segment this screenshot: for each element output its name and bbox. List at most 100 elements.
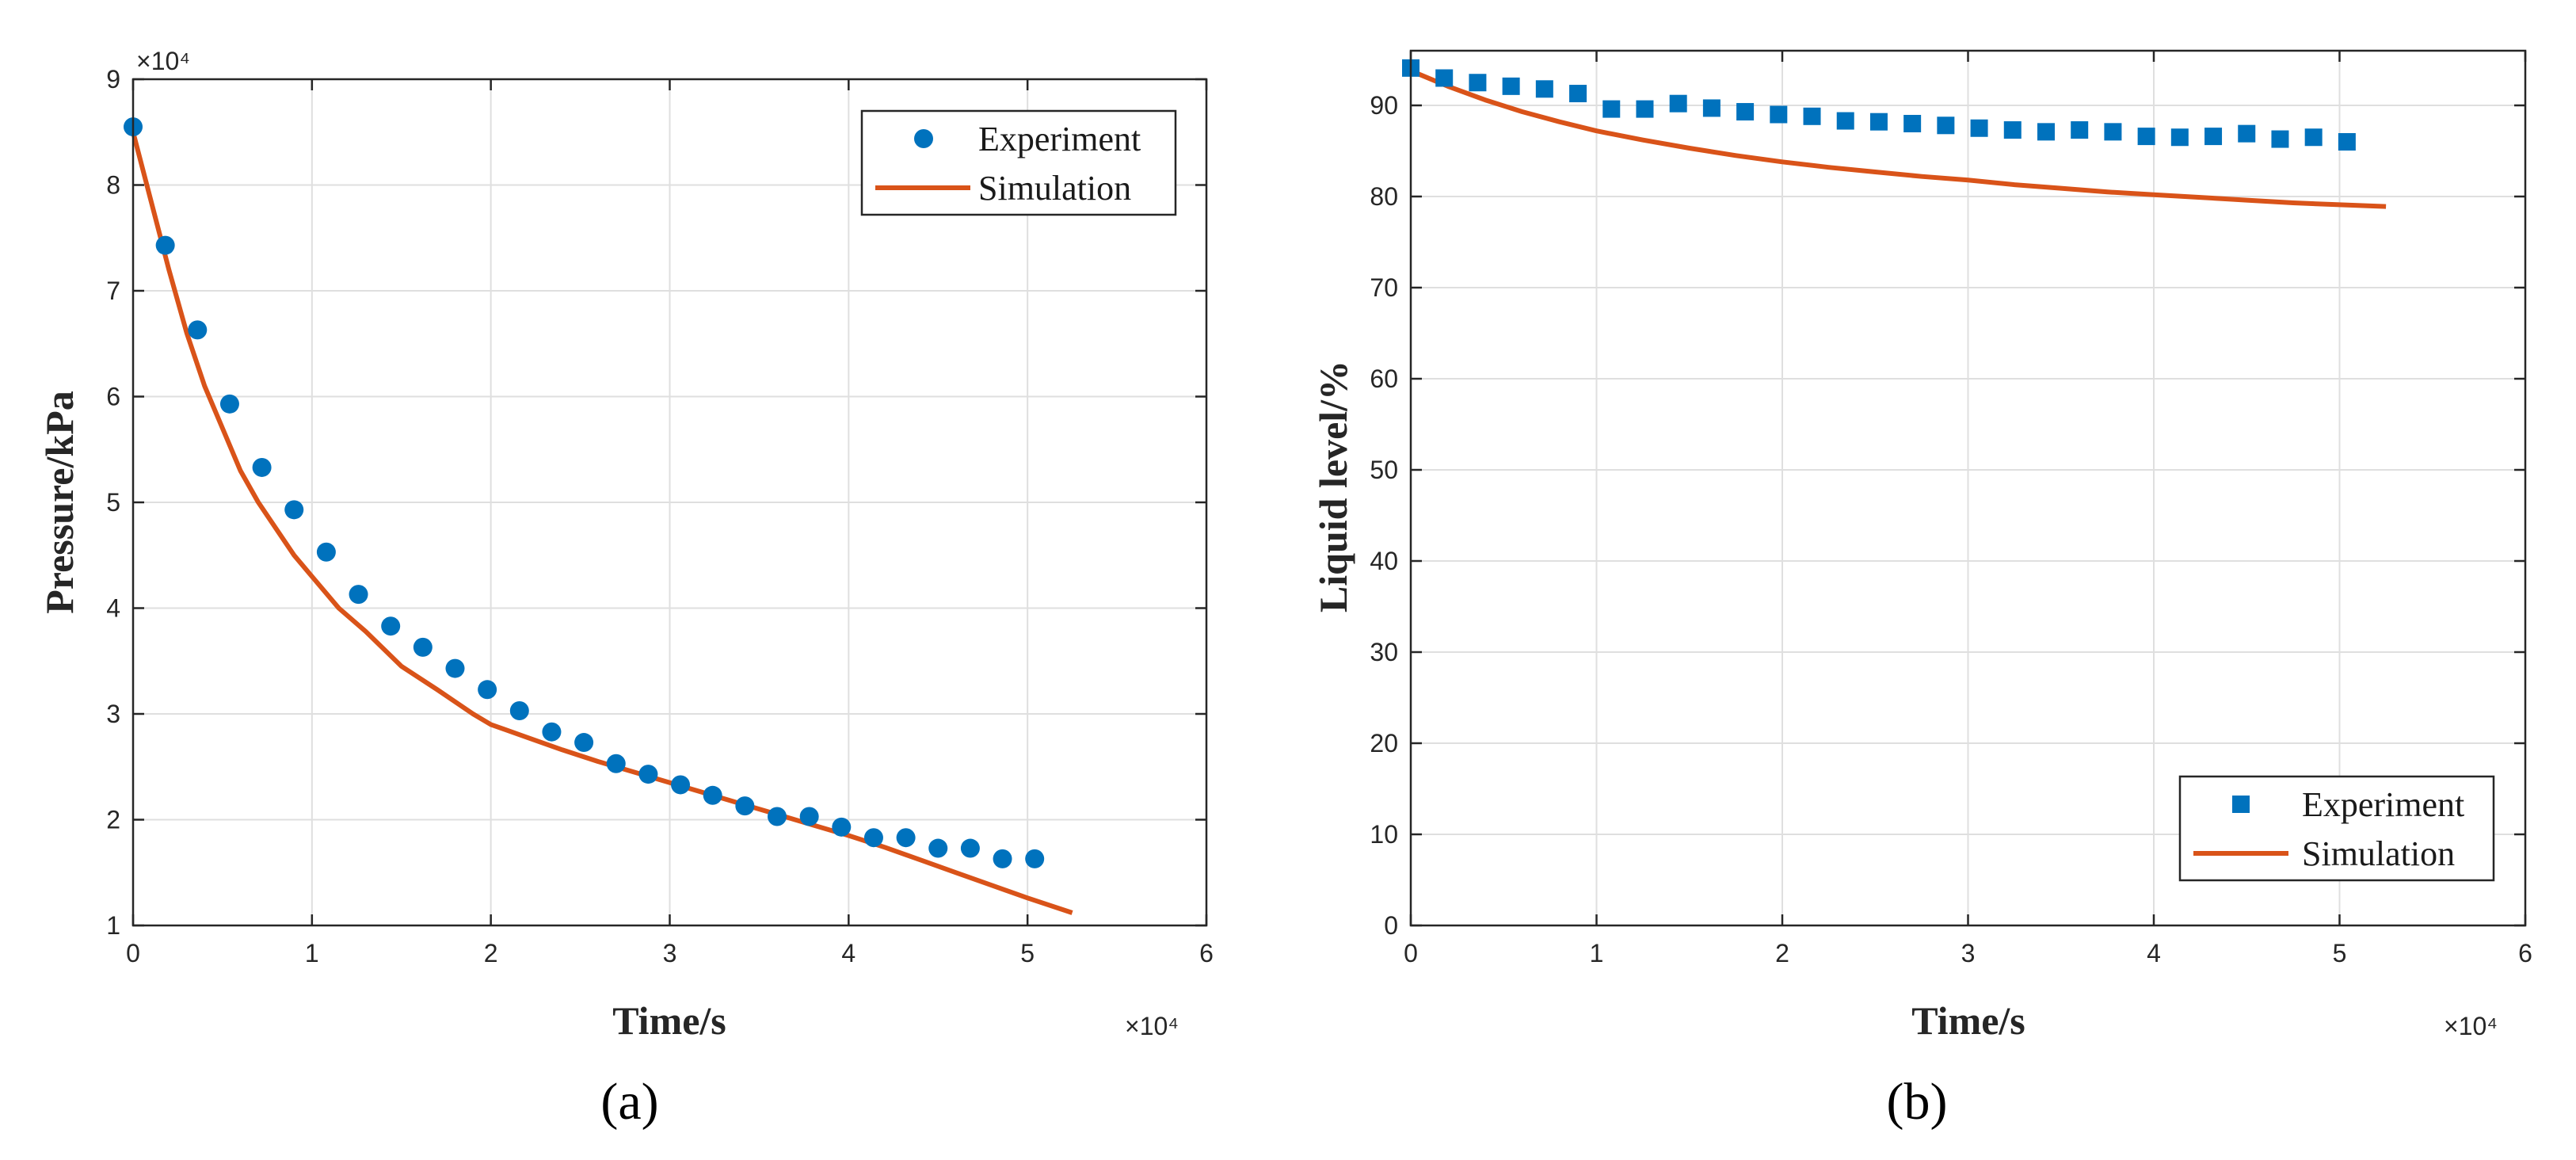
experiment-point: [2003, 121, 2022, 139]
x-tick-label: 4: [841, 939, 855, 967]
experiment-point: [703, 785, 722, 805]
experiment-point: [478, 680, 497, 700]
experiment-point: [284, 500, 304, 520]
y-tick-label: 1: [106, 911, 120, 940]
legend-b: Experiment Simulation: [2178, 775, 2495, 882]
legend-label-experiment-a: Experiment: [978, 120, 1141, 158]
experiment-series-b: [1402, 59, 2356, 151]
experiment-point: [2037, 123, 2055, 141]
experiment-point: [316, 542, 336, 562]
experiment-point: [1669, 94, 1687, 113]
y-tick-label: 40: [1370, 547, 1398, 575]
simulation-line: [1409, 68, 2387, 209]
y-tick-label: 90: [1370, 91, 1398, 120]
experiment-series-a: [124, 117, 1045, 868]
experiment-point: [1469, 74, 1487, 92]
legend-label-simulation-a: Simulation: [978, 169, 1131, 208]
x-tick-label: 5: [1020, 939, 1035, 967]
experiment-point: [1702, 99, 1721, 117]
experiment-point: [445, 658, 465, 678]
y-tick-label: 3: [106, 700, 120, 728]
experiment-point: [252, 457, 272, 477]
experiment-point: [1025, 849, 1045, 868]
y-axis-label-b: Liquid level/%: [1311, 361, 1355, 612]
experiment-point: [928, 838, 948, 858]
y-tick-label: 30: [1370, 638, 1398, 666]
y-tick-label: 5: [106, 488, 120, 517]
experiment-point: [1770, 105, 1788, 124]
x-tick-label: 6: [1199, 939, 1214, 967]
experiment-point: [1736, 103, 1755, 121]
experiment-point: [2238, 124, 2256, 143]
experiment-point: [1836, 112, 1854, 130]
x-exponent-label-a: ×10⁴: [1125, 1012, 1179, 1040]
y-tick-label: 70: [1370, 273, 1398, 302]
x-tick-label: 3: [663, 939, 677, 967]
simulation-series-a: [131, 132, 1073, 915]
grid-a: [132, 78, 1207, 926]
experiment-point: [542, 722, 562, 742]
experiment-point: [1937, 116, 1955, 135]
x-tick-label: 0: [126, 939, 140, 967]
experiment-point: [1502, 77, 1520, 95]
x-exponent-label-b: ×10⁴: [2444, 1012, 2498, 1040]
y-tick-label: 6: [106, 383, 120, 411]
experiment-point: [799, 807, 819, 826]
x-tick-label: 1: [1590, 939, 1604, 967]
experiment-point: [188, 320, 208, 340]
experiment-point: [1602, 100, 1621, 118]
experiment-point: [1803, 107, 1821, 125]
x-axis-label-a: Time/s: [612, 998, 726, 1043]
y-tick-label: 2: [106, 806, 120, 834]
experiment-point: [1970, 119, 1988, 137]
plot-frame-a: [131, 78, 1208, 927]
x-tick-label: 6: [2518, 939, 2532, 967]
simulation-series-b: [1409, 68, 2387, 209]
legend-box-b: [2178, 775, 2495, 882]
x-tick-label: 0: [1404, 939, 1418, 967]
plot-frame-b: [1409, 49, 2527, 927]
experiment-point: [896, 828, 916, 848]
experiment-point: [1569, 85, 1587, 103]
y-tick-label: 60: [1370, 364, 1398, 393]
experiment-point: [381, 616, 401, 636]
legend-marker-experiment-b: [2232, 796, 2250, 813]
y-tick-label: 20: [1370, 729, 1398, 757]
experiment-point: [768, 807, 787, 826]
experiment-point: [2170, 128, 2189, 147]
experiment-point: [2271, 130, 2289, 148]
legend-label-simulation-b: Simulation: [2302, 834, 2455, 873]
x-tick-label: 1: [305, 939, 319, 967]
experiment-point: [960, 838, 980, 858]
y-exponent-label-a: ×10⁴: [136, 47, 190, 75]
x-tick-label: 3: [1961, 939, 1976, 967]
experiment-point: [349, 585, 368, 605]
experiment-point: [2204, 128, 2223, 146]
experiment-point: [1903, 115, 1922, 132]
x-axis-label-b: Time/s: [1911, 998, 2025, 1043]
y-tick-label: 8: [106, 171, 120, 200]
experiment-point: [574, 733, 594, 753]
experiment-point: [606, 754, 626, 773]
legend-marker-experiment-a: [914, 129, 933, 148]
experiment-point: [2137, 128, 2155, 146]
experiment-point: [2104, 123, 2122, 141]
experiment-point: [1535, 80, 1553, 98]
experiment-point: [863, 828, 883, 848]
x-tick-label: 2: [484, 939, 498, 967]
panel-label-a: (a): [600, 1073, 658, 1131]
y-tick-label: 80: [1370, 182, 1398, 211]
y-tick-label: 4: [106, 594, 120, 623]
experiment-point: [2071, 121, 2089, 139]
legend-box-a: [860, 109, 1177, 216]
experiment-point: [219, 394, 239, 414]
experiment-point: [413, 637, 433, 657]
y-axis-label-a: Pressure/kPa: [37, 391, 82, 613]
experiment-point: [671, 775, 691, 795]
experiment-point: [2304, 128, 2323, 147]
experiment-point: [1869, 113, 1888, 131]
